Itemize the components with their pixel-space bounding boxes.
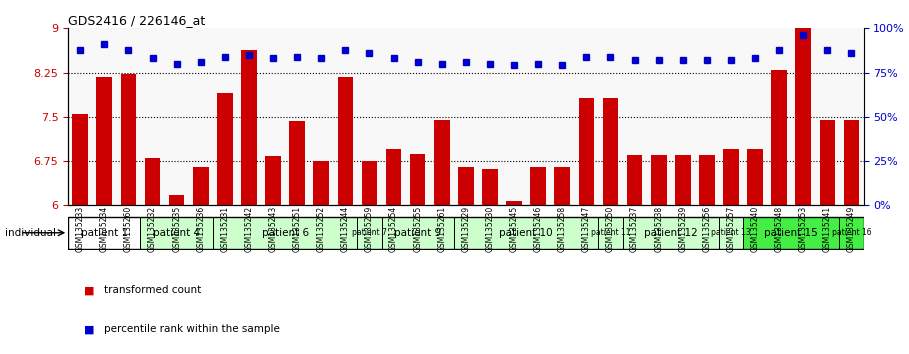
Bar (362, 161, 377, 205)
Text: GDS2416 / 226146_at: GDS2416 / 226146_at (68, 14, 205, 27)
Text: GSM135250: GSM135250 (606, 206, 615, 252)
Bar (410, 154, 425, 205)
FancyBboxPatch shape (623, 217, 719, 249)
Bar (96, 77, 112, 205)
Text: GSM135251: GSM135251 (293, 206, 302, 252)
Text: GSM135236: GSM135236 (196, 206, 205, 252)
Text: GSM135234: GSM135234 (100, 206, 109, 252)
Text: GSM135229: GSM135229 (462, 206, 470, 252)
Text: GSM135257: GSM135257 (726, 206, 735, 252)
Bar (265, 156, 281, 205)
Text: GSM135230: GSM135230 (485, 206, 494, 252)
FancyBboxPatch shape (382, 217, 454, 249)
Text: individual: individual (5, 228, 55, 238)
Bar (337, 77, 354, 205)
Bar (699, 155, 714, 205)
Text: GSM135252: GSM135252 (316, 206, 325, 252)
Bar (675, 155, 691, 205)
Bar (772, 70, 787, 205)
Bar (241, 50, 256, 205)
Text: GSM135249: GSM135249 (847, 206, 856, 252)
Bar (482, 169, 498, 205)
FancyBboxPatch shape (68, 217, 141, 249)
Text: patient 10: patient 10 (499, 228, 553, 238)
Text: GSM135239: GSM135239 (678, 206, 687, 252)
Text: patient 15: patient 15 (764, 228, 818, 238)
Bar (795, 0, 811, 205)
FancyBboxPatch shape (357, 217, 382, 249)
Bar (530, 167, 546, 205)
Text: GSM135255: GSM135255 (414, 206, 422, 252)
Text: GSM135235: GSM135235 (172, 206, 181, 252)
Text: GSM135254: GSM135254 (389, 206, 398, 252)
Text: GSM135242: GSM135242 (245, 206, 254, 252)
FancyBboxPatch shape (839, 217, 864, 249)
Bar (820, 120, 835, 205)
Text: ■: ■ (84, 324, 95, 334)
Bar (217, 93, 233, 205)
Text: GSM135248: GSM135248 (774, 206, 784, 252)
Text: GSM135240: GSM135240 (751, 206, 760, 252)
Bar (385, 149, 402, 205)
Text: GSM135233: GSM135233 (75, 206, 85, 252)
Text: patient 1: patient 1 (81, 228, 128, 238)
Bar (724, 149, 739, 205)
FancyBboxPatch shape (454, 217, 598, 249)
Text: GSM135243: GSM135243 (268, 206, 277, 252)
Text: GSM135245: GSM135245 (510, 206, 518, 252)
Bar (506, 201, 522, 205)
Text: patient 6: patient 6 (262, 228, 309, 238)
Bar (554, 167, 570, 205)
Text: ■: ■ (84, 285, 95, 295)
Bar (747, 149, 763, 205)
Text: patient 12: patient 12 (644, 228, 697, 238)
FancyBboxPatch shape (141, 217, 213, 249)
Text: patient 9: patient 9 (395, 228, 441, 238)
Text: patient 4: patient 4 (153, 228, 200, 238)
FancyBboxPatch shape (213, 217, 357, 249)
Bar (458, 167, 474, 205)
Bar (626, 155, 643, 205)
Text: patient 16: patient 16 (832, 228, 872, 237)
Bar (603, 98, 618, 205)
Text: GSM135231: GSM135231 (220, 206, 229, 252)
Bar (314, 161, 329, 205)
Bar (73, 114, 88, 205)
Text: GSM135237: GSM135237 (630, 206, 639, 252)
Text: patient 7: patient 7 (352, 228, 387, 237)
Bar (121, 74, 136, 205)
FancyBboxPatch shape (598, 217, 623, 249)
Bar (169, 195, 185, 205)
Text: transformed count: transformed count (104, 285, 201, 295)
Text: GSM135238: GSM135238 (654, 206, 664, 252)
Bar (434, 120, 450, 205)
Bar (145, 158, 160, 205)
Bar (578, 98, 594, 205)
FancyBboxPatch shape (719, 217, 743, 249)
Bar (651, 155, 666, 205)
Text: GSM135260: GSM135260 (124, 206, 133, 252)
Text: GSM135259: GSM135259 (365, 206, 374, 252)
Bar (844, 120, 859, 205)
Text: GSM135261: GSM135261 (437, 206, 446, 252)
Text: GSM135244: GSM135244 (341, 206, 350, 252)
Text: percentile rank within the sample: percentile rank within the sample (104, 324, 280, 334)
Text: GSM135258: GSM135258 (558, 206, 567, 252)
Text: GSM135241: GSM135241 (823, 206, 832, 252)
Text: patient 13: patient 13 (711, 228, 751, 237)
Text: GSM135232: GSM135232 (148, 206, 157, 252)
Text: GSM135246: GSM135246 (534, 206, 543, 252)
Bar (193, 167, 208, 205)
Text: GSM135253: GSM135253 (799, 206, 808, 252)
Text: GSM135256: GSM135256 (703, 206, 712, 252)
Bar (289, 121, 305, 205)
Text: GSM135247: GSM135247 (582, 206, 591, 252)
FancyBboxPatch shape (743, 217, 839, 249)
Text: patient 11: patient 11 (591, 228, 630, 237)
